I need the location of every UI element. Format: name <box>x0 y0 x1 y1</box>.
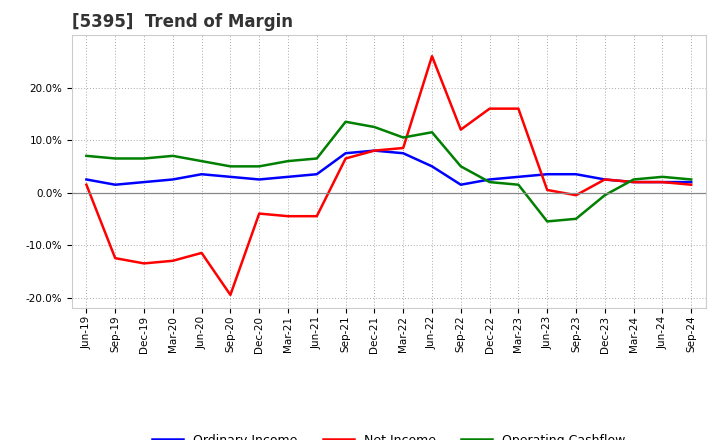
Operating Cashflow <box>687 177 696 182</box>
Net Income <box>485 106 494 111</box>
Operating Cashflow <box>543 219 552 224</box>
Operating Cashflow <box>312 156 321 161</box>
Net Income <box>456 127 465 132</box>
Ordinary Income <box>514 174 523 180</box>
Operating Cashflow <box>82 153 91 158</box>
Ordinary Income <box>111 182 120 187</box>
Ordinary Income <box>399 150 408 156</box>
Net Income <box>255 211 264 216</box>
Ordinary Income <box>629 180 638 185</box>
Operating Cashflow <box>514 182 523 187</box>
Ordinary Income <box>370 148 379 153</box>
Net Income <box>140 261 148 266</box>
Ordinary Income <box>226 174 235 180</box>
Operating Cashflow <box>226 164 235 169</box>
Operating Cashflow <box>341 119 350 125</box>
Operating Cashflow <box>111 156 120 161</box>
Net Income <box>543 187 552 193</box>
Net Income <box>658 180 667 185</box>
Operating Cashflow <box>658 174 667 180</box>
Ordinary Income <box>687 180 696 185</box>
Operating Cashflow <box>572 216 580 221</box>
Operating Cashflow <box>197 158 206 164</box>
Net Income <box>82 182 91 187</box>
Ordinary Income <box>284 174 292 180</box>
Operating Cashflow <box>485 180 494 185</box>
Net Income <box>226 292 235 297</box>
Line: Net Income: Net Income <box>86 56 691 295</box>
Ordinary Income <box>600 177 609 182</box>
Net Income <box>111 256 120 261</box>
Ordinary Income <box>658 180 667 185</box>
Operating Cashflow <box>600 193 609 198</box>
Net Income <box>399 145 408 150</box>
Net Income <box>600 177 609 182</box>
Net Income <box>572 193 580 198</box>
Ordinary Income <box>543 172 552 177</box>
Line: Ordinary Income: Ordinary Income <box>86 150 691 185</box>
Text: [5395]  Trend of Margin: [5395] Trend of Margin <box>72 13 293 31</box>
Ordinary Income <box>168 177 177 182</box>
Net Income <box>370 148 379 153</box>
Legend: Ordinary Income, Net Income, Operating Cashflow: Ordinary Income, Net Income, Operating C… <box>147 429 631 440</box>
Operating Cashflow <box>168 153 177 158</box>
Operating Cashflow <box>399 135 408 140</box>
Net Income <box>428 54 436 59</box>
Ordinary Income <box>572 172 580 177</box>
Ordinary Income <box>82 177 91 182</box>
Ordinary Income <box>485 177 494 182</box>
Net Income <box>312 213 321 219</box>
Net Income <box>514 106 523 111</box>
Ordinary Income <box>341 150 350 156</box>
Ordinary Income <box>255 177 264 182</box>
Operating Cashflow <box>456 164 465 169</box>
Line: Operating Cashflow: Operating Cashflow <box>86 122 691 221</box>
Operating Cashflow <box>284 158 292 164</box>
Operating Cashflow <box>370 125 379 130</box>
Ordinary Income <box>197 172 206 177</box>
Operating Cashflow <box>428 130 436 135</box>
Ordinary Income <box>456 182 465 187</box>
Ordinary Income <box>140 180 148 185</box>
Ordinary Income <box>428 164 436 169</box>
Operating Cashflow <box>255 164 264 169</box>
Net Income <box>197 250 206 256</box>
Net Income <box>629 180 638 185</box>
Net Income <box>168 258 177 264</box>
Net Income <box>341 156 350 161</box>
Net Income <box>687 182 696 187</box>
Operating Cashflow <box>140 156 148 161</box>
Net Income <box>284 213 292 219</box>
Operating Cashflow <box>629 177 638 182</box>
Ordinary Income <box>312 172 321 177</box>
